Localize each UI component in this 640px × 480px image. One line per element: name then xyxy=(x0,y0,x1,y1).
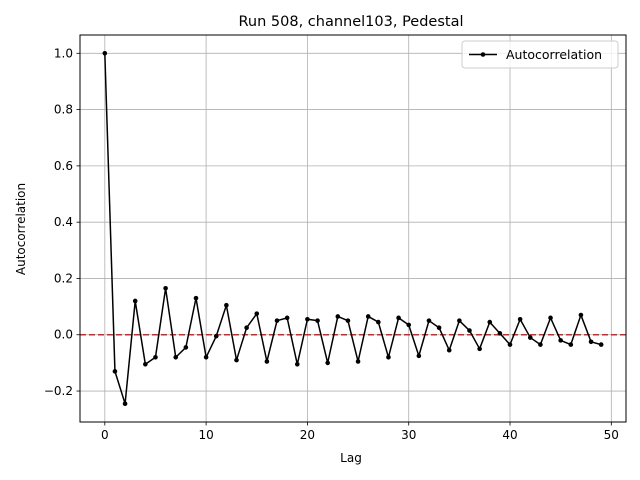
data-point xyxy=(517,316,523,322)
data-point xyxy=(507,342,513,347)
legend-label: Autocorrelation xyxy=(506,47,602,62)
data-point xyxy=(284,315,290,321)
data-point xyxy=(386,354,391,360)
y-tick-label: 0.6 xyxy=(54,159,73,173)
data-point xyxy=(244,325,249,331)
data-point xyxy=(224,302,229,308)
series-layer xyxy=(102,50,604,407)
plot-frame xyxy=(79,34,627,423)
data-point xyxy=(548,315,553,321)
data-point xyxy=(132,298,138,304)
data-point xyxy=(588,339,594,345)
y-tick-label: 0.4 xyxy=(54,215,73,229)
data-point xyxy=(163,286,168,291)
data-point xyxy=(497,331,503,336)
data-point xyxy=(477,346,482,352)
data-point xyxy=(213,333,219,339)
data-point xyxy=(203,354,209,360)
x-axis-title: Lag xyxy=(340,451,362,465)
x-tick-label: 30 xyxy=(401,428,416,442)
data-point xyxy=(416,353,422,359)
x-tick-label: 10 xyxy=(198,428,213,442)
data-point xyxy=(355,359,361,364)
y-tick-label: 1.0 xyxy=(54,46,73,60)
data-point xyxy=(335,314,341,319)
data-point xyxy=(173,354,179,360)
data-point xyxy=(558,338,563,343)
x-tick-label: 40 xyxy=(502,428,517,442)
x-tick-label: 20 xyxy=(300,428,315,442)
data-point xyxy=(487,319,493,325)
data-point xyxy=(426,318,432,323)
data-point xyxy=(568,342,574,347)
data-point xyxy=(193,295,199,301)
data-point xyxy=(325,360,330,366)
data-point xyxy=(446,347,452,353)
data-point xyxy=(153,354,158,360)
data-point xyxy=(183,345,189,350)
data-point xyxy=(294,362,300,367)
y-tick-label: −0.2 xyxy=(44,384,73,398)
legend-box xyxy=(461,40,619,69)
data-point xyxy=(305,316,310,322)
y-tick-label: 0.0 xyxy=(54,328,73,342)
data-point xyxy=(345,318,351,323)
data-point xyxy=(143,362,148,367)
data-point xyxy=(598,342,604,347)
data-point xyxy=(315,318,320,323)
y-axis-title: Autocorrelation xyxy=(14,183,28,275)
legend: Autocorrelation xyxy=(461,40,619,69)
x-tick-label: 50 xyxy=(604,428,619,442)
data-point xyxy=(274,318,280,323)
chart-title: Run 508, channel103, Pedestal xyxy=(238,14,463,30)
data-point xyxy=(122,401,128,407)
data-point xyxy=(538,342,543,347)
x-tick-label: 0 xyxy=(101,428,109,442)
data-point xyxy=(102,50,108,56)
series-line xyxy=(104,53,602,405)
data-point xyxy=(112,369,118,374)
data-point xyxy=(365,314,371,319)
data-point xyxy=(254,311,260,316)
data-point xyxy=(396,315,401,321)
legend-marker-sample xyxy=(480,52,486,57)
data-point xyxy=(578,312,584,318)
data-point xyxy=(467,328,472,333)
data-point xyxy=(234,357,239,363)
y-tick-label: 0.8 xyxy=(54,103,73,117)
data-point xyxy=(406,322,412,328)
data-point xyxy=(264,359,270,364)
data-point xyxy=(436,325,442,331)
tick-layer: 0 10 20 30 40 50 −0.2 0.0 0.2 0.4 0.6 0.8 1.0 xyxy=(44,46,619,442)
y-tick-label: 0.2 xyxy=(54,271,73,285)
data-point xyxy=(457,318,462,323)
data-point xyxy=(376,319,381,325)
data-point xyxy=(527,335,533,340)
